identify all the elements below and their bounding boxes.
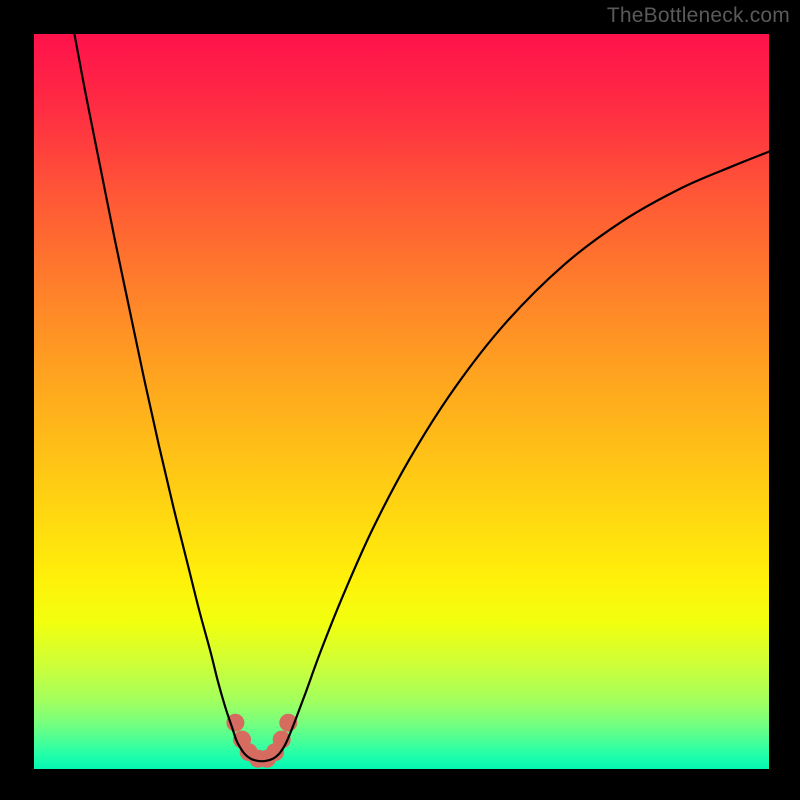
chart-gradient-background: [34, 34, 769, 769]
watermark-text: TheBottleneck.com: [607, 4, 790, 28]
chart-container: TheBottleneck.com: [0, 0, 800, 800]
bottleneck-chart: [0, 0, 800, 800]
